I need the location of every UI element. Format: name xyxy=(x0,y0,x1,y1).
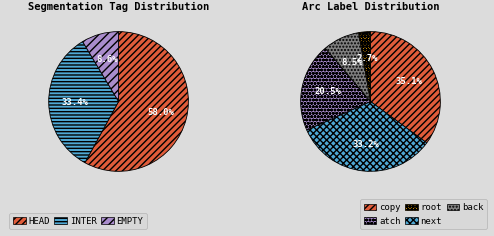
Text: 35.1%: 35.1% xyxy=(396,77,422,86)
Text: 33.2%: 33.2% xyxy=(352,140,379,149)
Legend: copy, atch, root, next, back: copy, atch, root, next, back xyxy=(360,199,487,229)
Text: 2.7%: 2.7% xyxy=(356,54,377,63)
Wedge shape xyxy=(326,33,370,101)
Text: 33.4%: 33.4% xyxy=(62,98,89,107)
Text: 20.5%: 20.5% xyxy=(315,87,342,96)
Text: 8.5%: 8.5% xyxy=(341,58,363,67)
Wedge shape xyxy=(301,48,370,130)
Wedge shape xyxy=(49,42,119,163)
Legend: HEAD, INTER, EMPTY: HEAD, INTER, EMPTY xyxy=(9,213,147,229)
Wedge shape xyxy=(85,32,188,171)
Text: 8.6%: 8.6% xyxy=(96,55,118,64)
Title: Arc Label Distribution: Arc Label Distribution xyxy=(302,2,439,12)
Text: 58.0%: 58.0% xyxy=(147,108,174,117)
Title: Segmentation Tag Distribution: Segmentation Tag Distribution xyxy=(28,2,209,12)
Wedge shape xyxy=(82,32,119,101)
Wedge shape xyxy=(307,101,427,171)
Wedge shape xyxy=(370,32,440,143)
Wedge shape xyxy=(359,32,370,101)
